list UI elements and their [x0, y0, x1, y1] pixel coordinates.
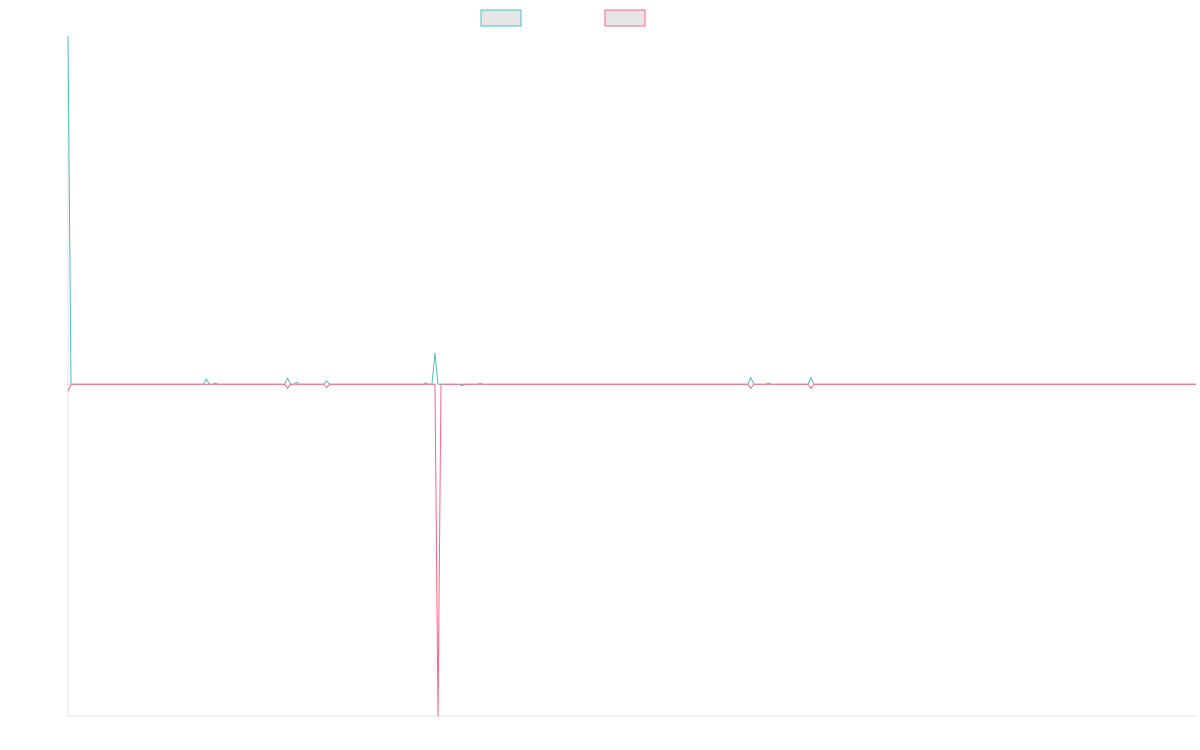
chart-legend — [480, 9, 646, 27]
legend-swatch-2[interactable] — [604, 9, 646, 27]
legend-swatch-1[interactable] — [480, 9, 522, 27]
series-line-1 — [67, 35, 1196, 385]
chart-axes — [67, 36, 1196, 717]
plot-area — [67, 35, 1196, 717]
series-line-2 — [67, 383, 1196, 717]
